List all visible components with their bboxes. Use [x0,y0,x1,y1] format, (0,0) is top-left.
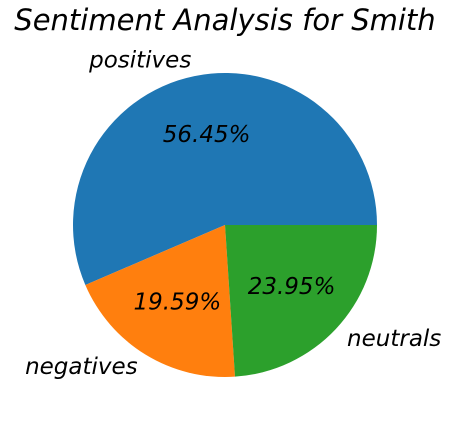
slice-percent-negatives: 19.59% [134,289,222,315]
slice-label-positives: positives [88,48,191,74]
slice-label-negatives: negatives [25,354,138,380]
slice-label-neutrals: neutrals [347,326,441,352]
slice-percent-positives: 56.45% [163,122,251,148]
pie-labels: positives 56.45% negatives 19.59% neutrals 23… [25,48,441,380]
pie-slices [72,73,377,378]
chart-title: Sentiment Analysis for Smith [14,3,435,37]
pie-slice-negatives [85,225,235,378]
pie-slice-neutrals [225,225,377,377]
pie-slice-positives [72,73,377,285]
slice-percent-neutrals: 23.95% [248,274,336,300]
